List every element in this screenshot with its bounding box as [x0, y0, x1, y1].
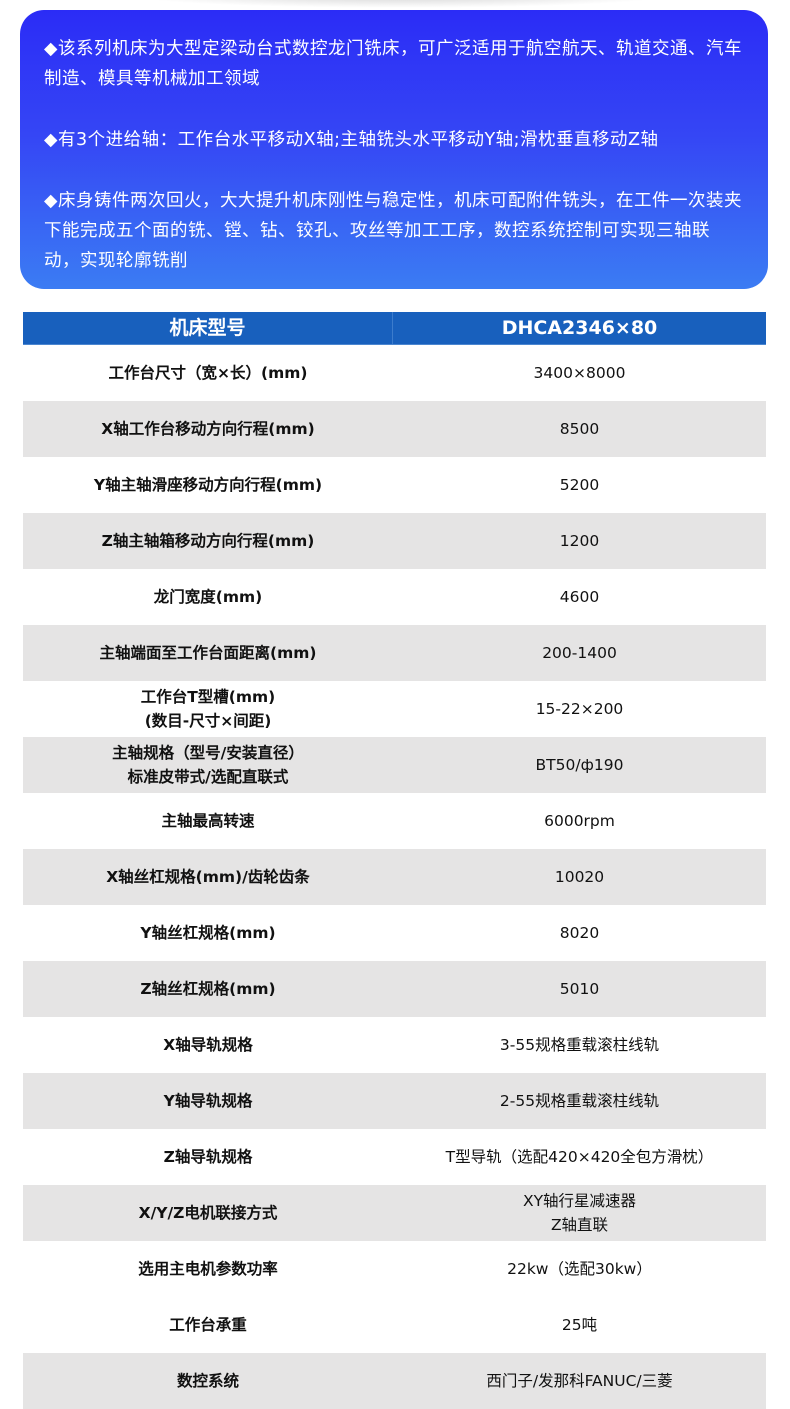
spec-value: 15-22×200 [535, 700, 624, 718]
table-header: 机床型号 DHCA2346×80 [23, 312, 766, 345]
table-row: Y轴丝杠规格(mm) 8020 [23, 905, 766, 961]
table-row: X/Y/Z电机联接方式 XY轴行星减速器 Z轴直联 [23, 1185, 766, 1241]
spec-name: 主轴最高转速 [161, 812, 255, 830]
spec-name: 数控系统 [176, 1372, 239, 1390]
spec-value: 1200 [559, 532, 600, 550]
table-row: Z轴丝杠规格(mm) 5010 [23, 961, 766, 1017]
table-row: 选用主电机参数功率 22kw（选配30kw） [23, 1241, 766, 1297]
spec-value: 2-55规格重载滚柱线轨 [499, 1092, 660, 1110]
table-row: 数控系统 西门子/发那科FANUC/三菱 [23, 1353, 766, 1409]
intro-paragraph: ◆床身铸件两次回火，大大提升机床刚性与稳定性，机床可配附件铣头，在工件一次装夹下… [44, 191, 742, 271]
spec-name: Z轴导轨规格 [163, 1148, 253, 1166]
table-row: 主轴规格（型号/安装直径） 标准皮带式/选配直联式 BT50/ф190 [23, 737, 766, 793]
intro-paragraph: ◆该系列机床为大型定梁动台式数控龙门铣床，可广泛适用于航空航天、轨道交通、汽车制… [44, 39, 742, 89]
intro-paragraph: ◆有3个进给轴：工作台水平移动X轴;主轴铣头水平移动Y轴;滑枕垂直移动Z轴 [44, 130, 659, 150]
table-row: Z轴导轨规格 T型导轨（选配420×420全包方滑枕） [23, 1129, 766, 1185]
spec-name: 主轴端面至工作台面距离(mm) [99, 644, 317, 662]
spec-value: 22kw（选配30kw） [507, 1260, 652, 1278]
spec-name: X轴工作台移动方向行程(mm) [101, 420, 315, 438]
spec-value: BT50/ф190 [535, 756, 624, 774]
header-label: 机床型号 [23, 312, 393, 344]
spec-value: 3400×8000 [533, 364, 626, 382]
spec-name: Y轴主轴滑座移动方向行程(mm) [93, 476, 323, 494]
table-row: 主轴最高转速 6000rpm [23, 793, 766, 849]
spec-name: Y轴导轨规格 [163, 1092, 253, 1110]
table-row: 主轴端面至工作台面距离(mm) 200-1400 [23, 625, 766, 681]
spec-name: 龙门宽度(mm) [153, 588, 263, 606]
spec-name: 工作台T型槽(mm) (数目-尺寸×间距) [140, 688, 276, 730]
spec-value: XY轴行星减速器 Z轴直联 [522, 1192, 637, 1234]
table-row: Y轴主轴滑座移动方向行程(mm) 5200 [23, 457, 766, 513]
intro-panel: ◆该系列机床为大型定梁动台式数控龙门铣床，可广泛适用于航空航天、轨道交通、汽车制… [20, 10, 768, 289]
spec-value: 4600 [559, 588, 600, 606]
table-row: 工作台T型槽(mm) (数目-尺寸×间距) 15-22×200 [23, 681, 766, 737]
spec-name: Z轴主轴箱移动方向行程(mm) [101, 532, 315, 550]
spec-value: 6000rpm [544, 812, 615, 830]
table-row: 工作台尺寸（宽×长）(mm) 3400×8000 [23, 345, 766, 401]
spec-name: X轴导轨规格 [163, 1036, 253, 1054]
spec-name: Y轴丝杠规格(mm) [140, 924, 276, 942]
table-row: X轴丝杠规格(mm)/齿轮齿条 10020 [23, 849, 766, 905]
table-row: Z轴主轴箱移动方向行程(mm) 1200 [23, 513, 766, 569]
table-row: Y轴导轨规格 2-55规格重载滚柱线轨 [23, 1073, 766, 1129]
spec-table: 机床型号 DHCA2346×80 工作台尺寸（宽×长）(mm) 3400×8000… [23, 312, 766, 1409]
spec-name: 工作台尺寸（宽×长）(mm) [108, 364, 308, 382]
spec-name: 选用主电机参数功率 [138, 1260, 278, 1278]
spec-value: 西门子/发那科FANUC/三菱 [486, 1372, 673, 1390]
spec-name: Z轴丝杠规格(mm) [140, 980, 276, 998]
spec-name: 主轴规格（型号/安装直径） 标准皮带式/选配直联式 [112, 744, 304, 786]
spec-value: 8500 [559, 420, 600, 438]
table-row: X轴工作台移动方向行程(mm) 8500 [23, 401, 766, 457]
spec-value: T型导轨（选配420×420全包方滑枕） [445, 1148, 714, 1166]
spec-value: 5010 [559, 980, 600, 998]
spec-name: 工作台承重 [169, 1316, 247, 1334]
table-row: 工作台承重 25吨 [23, 1297, 766, 1353]
spec-value: 200-1400 [542, 644, 617, 662]
spec-name: X/Y/Z电机联接方式 [138, 1204, 278, 1222]
spec-value: 5200 [559, 476, 600, 494]
top-shadow [120, 0, 680, 8]
table-row: 龙门宽度(mm) 4600 [23, 569, 766, 625]
spec-name: X轴丝杠规格(mm)/齿轮齿条 [106, 868, 310, 886]
spec-value: 8020 [559, 924, 600, 942]
header-model: DHCA2346×80 [501, 317, 658, 339]
spec-value: 10020 [554, 868, 605, 886]
table-row: X轴导轨规格 3-55规格重载滚柱线轨 [23, 1017, 766, 1073]
spec-value: 3-55规格重载滚柱线轨 [499, 1036, 660, 1054]
spec-value: 25吨 [561, 1316, 598, 1334]
